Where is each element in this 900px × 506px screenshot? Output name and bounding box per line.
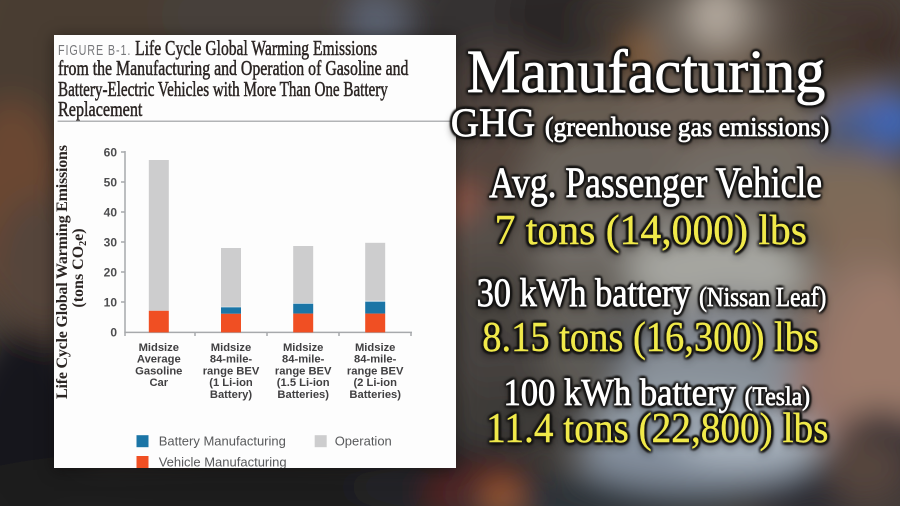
svg-text:Operation: Operation [335, 434, 392, 449]
svg-text:84-mile-: 84-mile- [210, 354, 253, 366]
svg-text:Batteries): Batteries) [349, 389, 401, 401]
svg-text:0: 0 [110, 326, 117, 340]
svg-text:40: 40 [104, 205, 118, 219]
svg-text:Midsize: Midsize [139, 342, 179, 354]
svg-text:(1 Li-ion: (1 Li-ion [209, 377, 253, 389]
svg-text:Midsize: Midsize [283, 342, 323, 354]
svg-text:Midsize: Midsize [355, 342, 395, 354]
svg-text:range BEV: range BEV [203, 365, 260, 377]
svg-text:84-mile-: 84-mile- [354, 354, 397, 366]
svg-text:20: 20 [104, 265, 118, 279]
svg-text:Car: Car [149, 377, 168, 389]
svg-text:Gasoline: Gasoline [135, 365, 182, 377]
svg-text:(2 Li-ion: (2 Li-ion [353, 377, 397, 389]
svg-text:(1.5 Li-ion: (1.5 Li-ion [277, 377, 330, 389]
svg-text:Vehicle Manufacturing: Vehicle Manufacturing [159, 455, 287, 469]
svg-text:range BEV: range BEV [275, 365, 332, 377]
svg-text:84-mile-: 84-mile- [282, 354, 325, 366]
svg-text:60: 60 [104, 145, 118, 159]
svg-text:Average: Average [137, 354, 181, 366]
svg-text:10: 10 [104, 295, 118, 309]
svg-text:Battery Manufacturing: Battery Manufacturing [159, 434, 286, 449]
svg-text:Batteries): Batteries) [277, 389, 329, 401]
svg-text:30: 30 [104, 235, 118, 249]
svg-text:Life Cycle Global Warming Emis: Life Cycle Global Warming Emissions [54, 145, 71, 399]
svg-text:50: 50 [104, 175, 118, 189]
svg-text:Midsize: Midsize [211, 342, 251, 354]
svg-text:range BEV: range BEV [347, 365, 404, 377]
svg-text:(tons CO2e): (tons CO2e) [70, 228, 89, 307]
svg-text:Battery): Battery) [210, 389, 253, 401]
